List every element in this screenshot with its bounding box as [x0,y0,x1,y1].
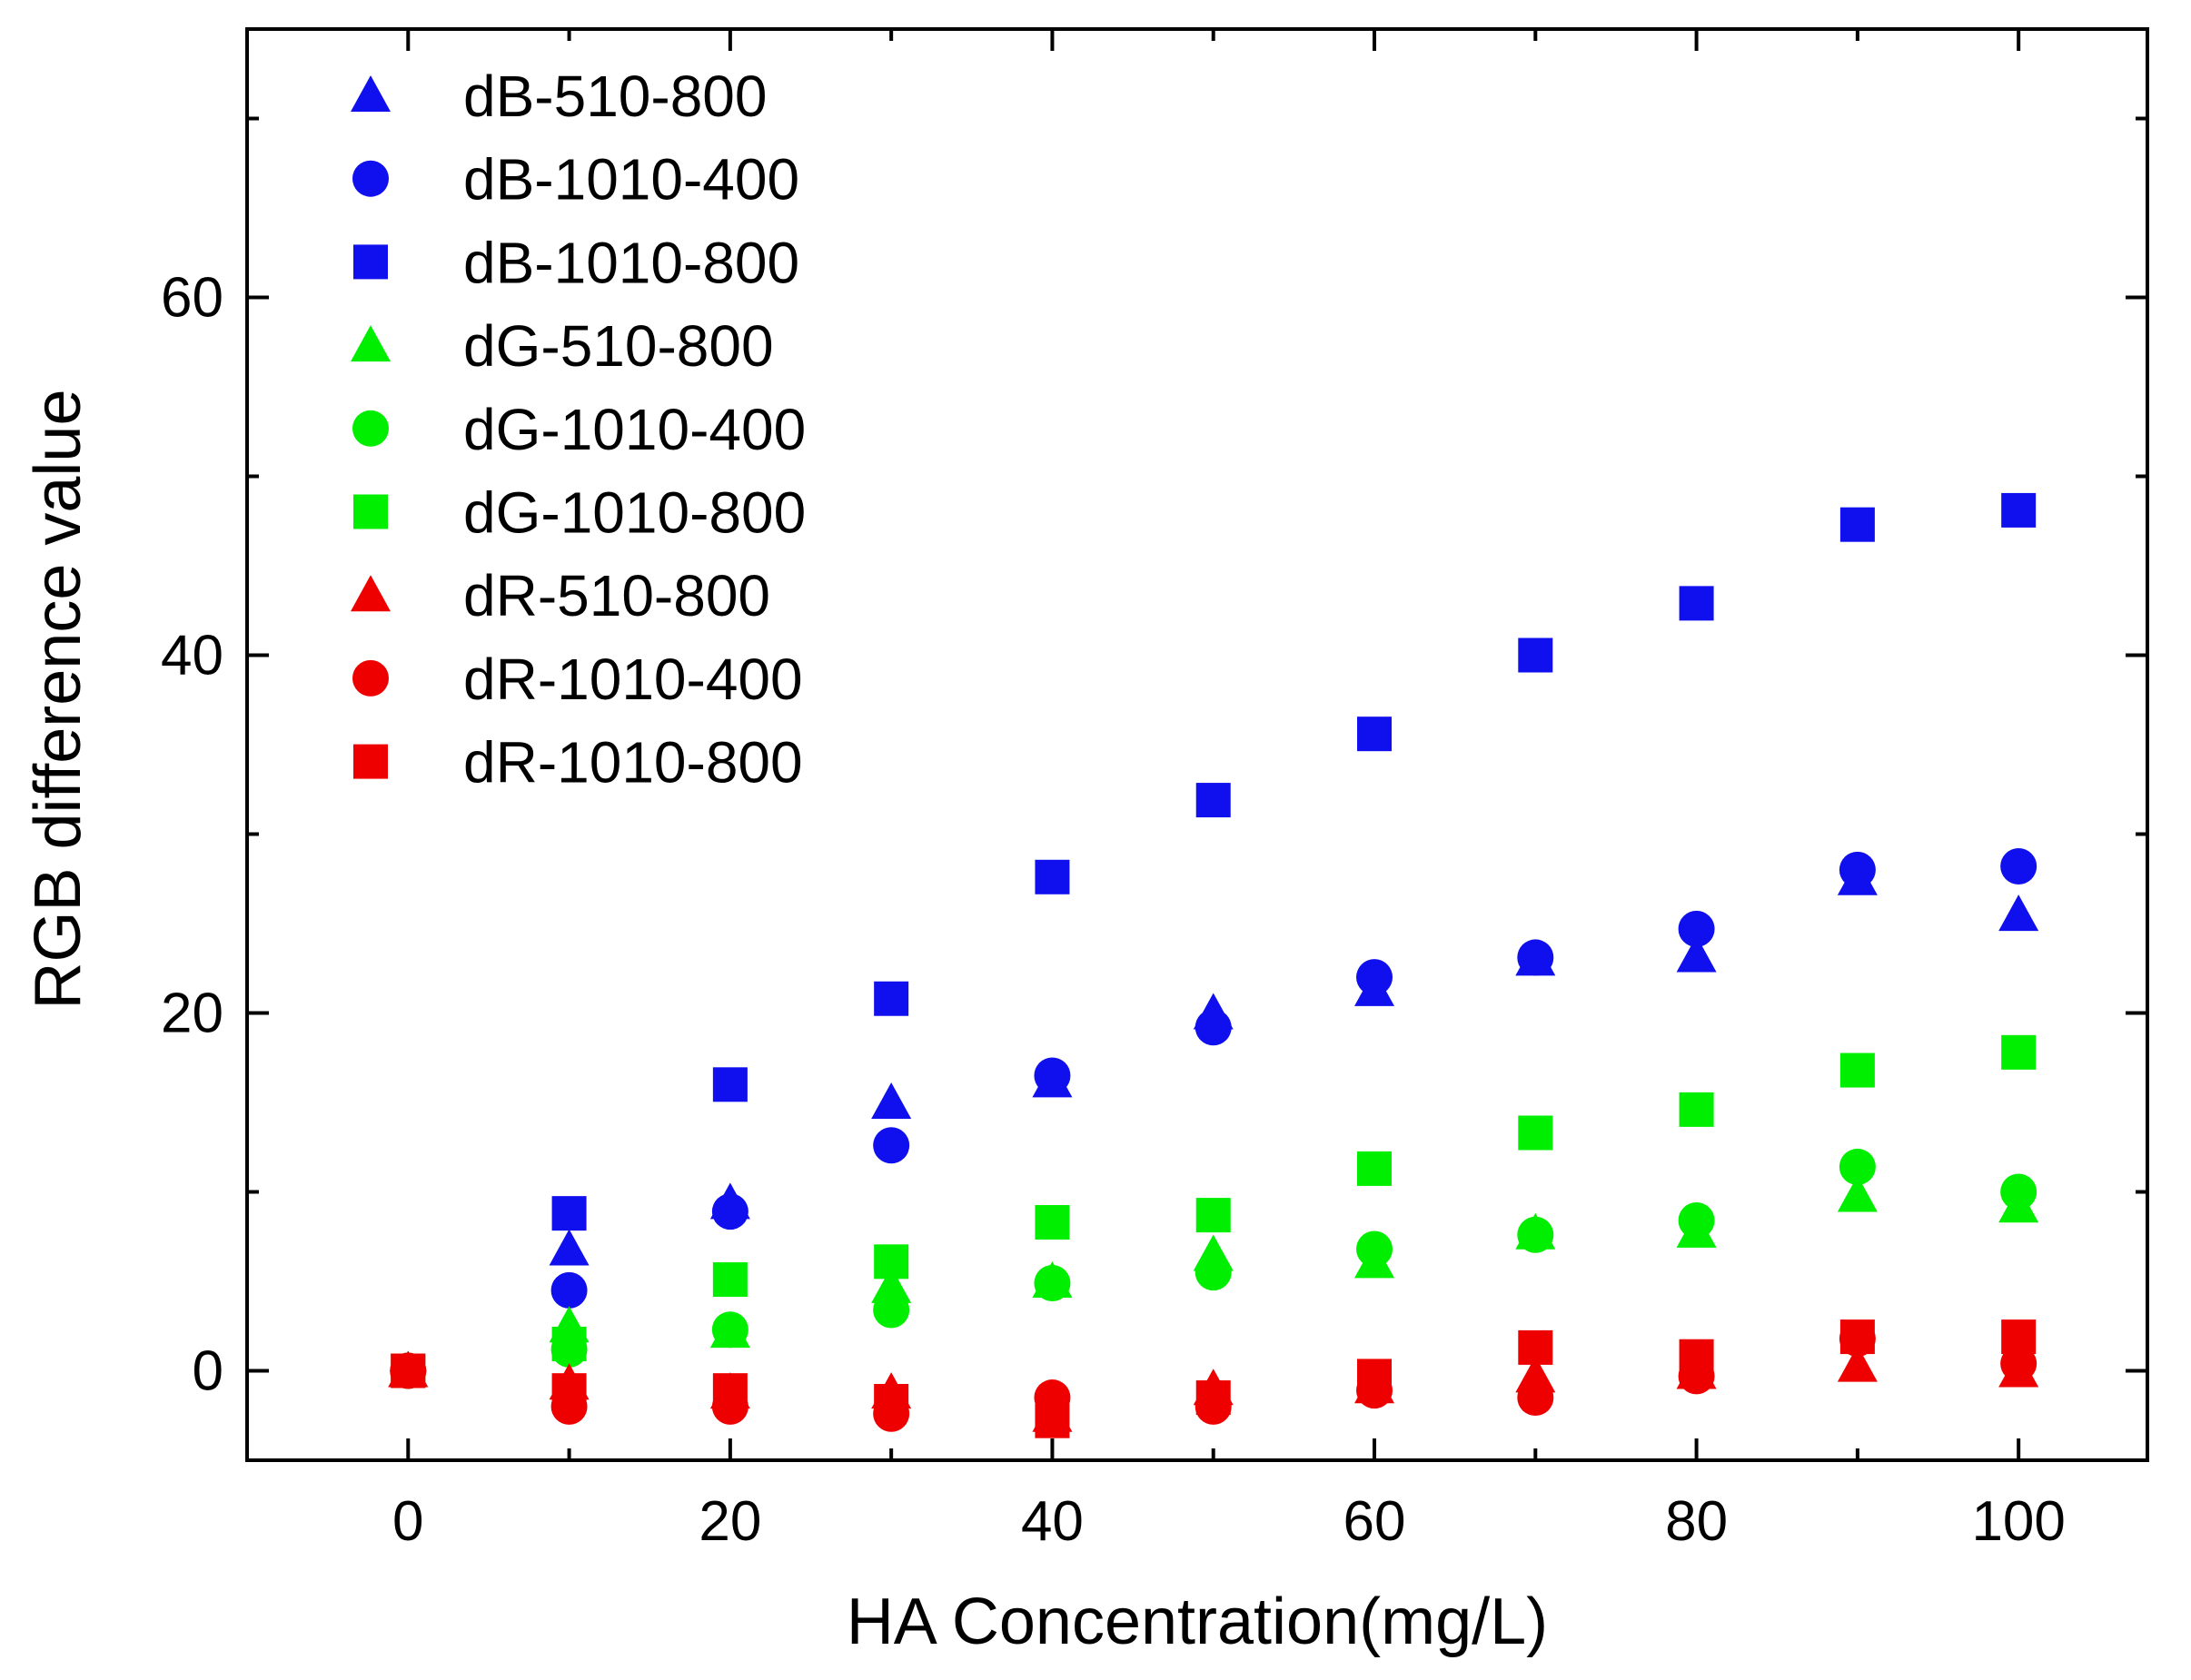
legend-marker [352,160,389,197]
data-point [1035,1403,1070,1438]
data-point [1678,910,1715,947]
data-point [1518,637,1553,673]
data-point [1195,1198,1231,1233]
y-tick-label: 40 [161,625,223,687]
legend-label: dR-1010-400 [463,647,803,712]
data-point [1839,1052,1875,1088]
data-point [1679,1339,1714,1374]
plot-frame [245,27,2149,1462]
legend-marker [351,75,391,112]
legend-label: dR-510-800 [463,563,770,628]
x-tick-label: 40 [1021,1490,1084,1553]
data-point [1518,1115,1553,1151]
axis-ticks: 0 20 40 60 80 100 0 20 40 60 [161,29,2149,1553]
data-point [1676,935,1717,973]
data-point [1356,1230,1393,1268]
data-point [1195,1009,1232,1046]
data-point [2000,1173,2037,1211]
data-point [1034,1264,1071,1301]
data-point [1195,783,1231,818]
data-point [1357,716,1393,752]
data-point [711,1193,749,1230]
legend-label: dB-1010-400 [463,147,799,212]
data-point [874,1383,909,1418]
data-point [2001,1319,2037,1355]
x-tick-label: 60 [1343,1490,1406,1553]
y-tick-label: 60 [161,267,223,330]
data-point [2000,1345,2037,1382]
data-point [1678,1202,1715,1240]
legend-marker [352,410,389,447]
data-point [874,1244,909,1280]
data-point [1839,1319,1875,1355]
data-point [1837,1345,1878,1382]
legend-marker [351,575,391,612]
data-point [1517,1216,1554,1253]
data-point [1998,894,2039,932]
data-point [1839,851,1876,888]
legend-label: dG-1010-400 [463,397,806,462]
data-point [712,1067,748,1102]
data-point [871,1082,912,1119]
legend-marker [351,325,391,362]
legend-marker [353,494,388,529]
y-axis-title: RGB difference value [22,389,94,1009]
data-point [1679,1092,1714,1127]
data-point [712,1373,748,1408]
data-point [551,1196,587,1231]
data-point [1679,586,1714,621]
data-point [1518,1329,1553,1365]
x-tick-label: 100 [1971,1490,2065,1553]
y-tick-label: 20 [161,983,223,1045]
data-point [873,1291,910,1329]
data-point [1035,1204,1070,1240]
x-tick-label: 80 [1665,1490,1728,1553]
data-point [1035,859,1070,894]
data-point [1517,939,1554,976]
legend-label: dG-1010-800 [463,480,806,546]
x-tick-label: 0 [392,1490,423,1553]
legend-marker [353,244,388,280]
data-point [2001,1034,2037,1070]
data-point [2001,492,2037,528]
data-point [391,1353,426,1388]
data-point [1839,1148,1876,1185]
data-point [1195,1254,1232,1291]
data-point [1357,1151,1393,1186]
x-axis-title: HA Concentration(mg/L) [847,1586,1548,1658]
x-tick-label: 20 [699,1490,761,1553]
legend-label: dB-510-800 [463,64,767,129]
data-point [1839,507,1875,542]
legend-label: dR-1010-800 [463,730,803,796]
data-point [1357,1359,1393,1394]
data-point [1517,1379,1554,1417]
data-point [873,1127,910,1164]
data-point [2000,847,2037,884]
legend-marker [352,659,389,697]
data-point [1356,959,1393,996]
data-point [874,981,909,1016]
data-point [550,1271,588,1309]
data-point [549,1229,590,1266]
data-point [1195,1380,1231,1416]
legend-label: dB-1010-800 [463,230,799,295]
legend-label: dG-510-800 [463,313,774,379]
data-point [551,1326,587,1361]
legend: dB-510-800 dB-1010-400 dB-1010-800 dG-510-8… [351,64,806,796]
data-point [1034,1057,1071,1094]
legend-marker [353,744,388,779]
y-tick-label: 0 [193,1340,223,1403]
data-points [388,492,2039,1438]
data-point [871,1266,912,1303]
data-point [711,1311,749,1349]
data-point [551,1373,587,1408]
data-point [1837,1175,1878,1212]
data-point [712,1262,748,1298]
